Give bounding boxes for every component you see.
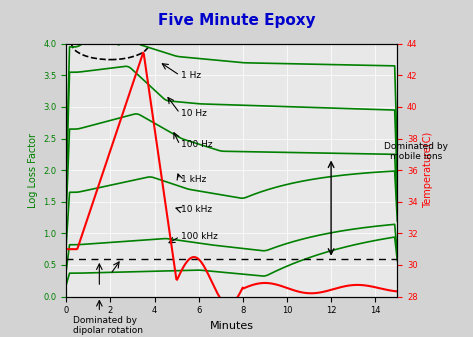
Y-axis label: Log Loss Factor: Log Loss Factor: [28, 133, 38, 208]
Text: Five Minute Epoxy: Five Minute Epoxy: [158, 13, 315, 29]
Text: 100 kHz: 100 kHz: [181, 232, 218, 241]
X-axis label: Minutes: Minutes: [210, 321, 254, 331]
Text: 10 kHz: 10 kHz: [181, 205, 212, 214]
Y-axis label: Temperature(C): Temperature(C): [423, 132, 433, 208]
Text: Dominated by
mobile ions: Dominated by mobile ions: [384, 142, 448, 161]
Text: 1 Hz: 1 Hz: [181, 71, 201, 80]
Text: Distortion of loss factor caused
by electrode polarization: Distortion of loss factor caused by elec…: [0, 336, 1, 337]
Text: 1 kHz: 1 kHz: [181, 175, 206, 184]
Text: 100 Hz: 100 Hz: [181, 141, 213, 149]
Text: 10 Hz: 10 Hz: [181, 109, 207, 118]
Text: Dominated by
dipolar rotation: Dominated by dipolar rotation: [73, 315, 143, 335]
